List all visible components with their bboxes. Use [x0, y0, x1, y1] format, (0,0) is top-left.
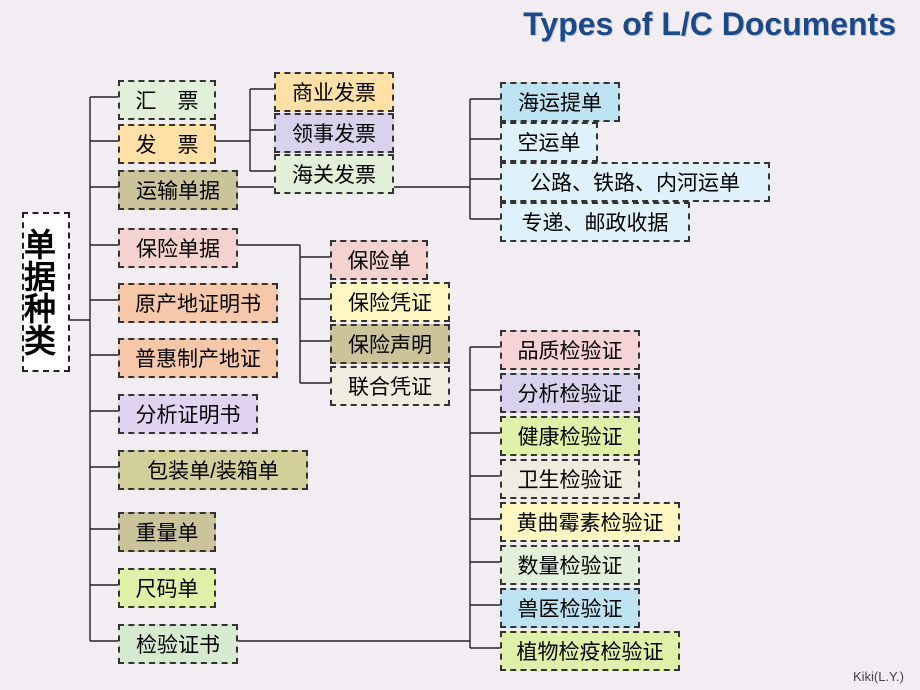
jianyan-child-node: 卫生检验证 [500, 459, 640, 499]
level1-node: 检验证书 [118, 624, 238, 664]
page-title: Types of L/C Documents [523, 6, 896, 43]
yunshu-child-node: 专递、邮政收据 [500, 202, 690, 242]
jianyan-child-node: 黄曲霉素检验证 [500, 502, 680, 542]
level1-node: 保险单据 [118, 228, 238, 268]
yunshu-child-node: 空运单 [500, 122, 598, 162]
level1-node: 分析证明书 [118, 394, 258, 434]
baoxian-child-node: 联合凭证 [330, 366, 450, 406]
level1-node: 普惠制产地证 [118, 338, 278, 378]
root-node: 单据种类 [22, 212, 70, 372]
fapiao-child-node: 商业发票 [274, 72, 394, 112]
baoxian-child-node: 保险单 [330, 240, 428, 280]
level1-node: 运输单据 [118, 170, 238, 210]
level1-node: 尺码单 [118, 568, 216, 608]
yunshu-child-node: 公路、铁路、内河运单 [500, 162, 770, 202]
jianyan-child-node: 数量检验证 [500, 545, 640, 585]
jianyan-child-node: 分析检验证 [500, 373, 640, 413]
level1-node: 原产地证明书 [118, 283, 278, 323]
jianyan-child-node: 健康检验证 [500, 416, 640, 456]
baoxian-child-node: 保险声明 [330, 324, 450, 364]
fapiao-child-node: 海关发票 [274, 154, 394, 194]
jianyan-child-node: 兽医检验证 [500, 588, 640, 628]
level1-node: 汇 票 [118, 80, 216, 120]
fapiao-child-node: 领事发票 [274, 113, 394, 153]
jianyan-child-node: 品质检验证 [500, 330, 640, 370]
jianyan-child-node: 植物检疫检验证 [500, 631, 680, 671]
credit-label: Kiki(L.Y.) [853, 669, 904, 684]
baoxian-child-node: 保险凭证 [330, 282, 450, 322]
level1-node: 发 票 [118, 124, 216, 164]
level1-node: 重量单 [118, 512, 216, 552]
level1-node: 包装单/装箱单 [118, 450, 308, 490]
yunshu-child-node: 海运提单 [500, 82, 620, 122]
